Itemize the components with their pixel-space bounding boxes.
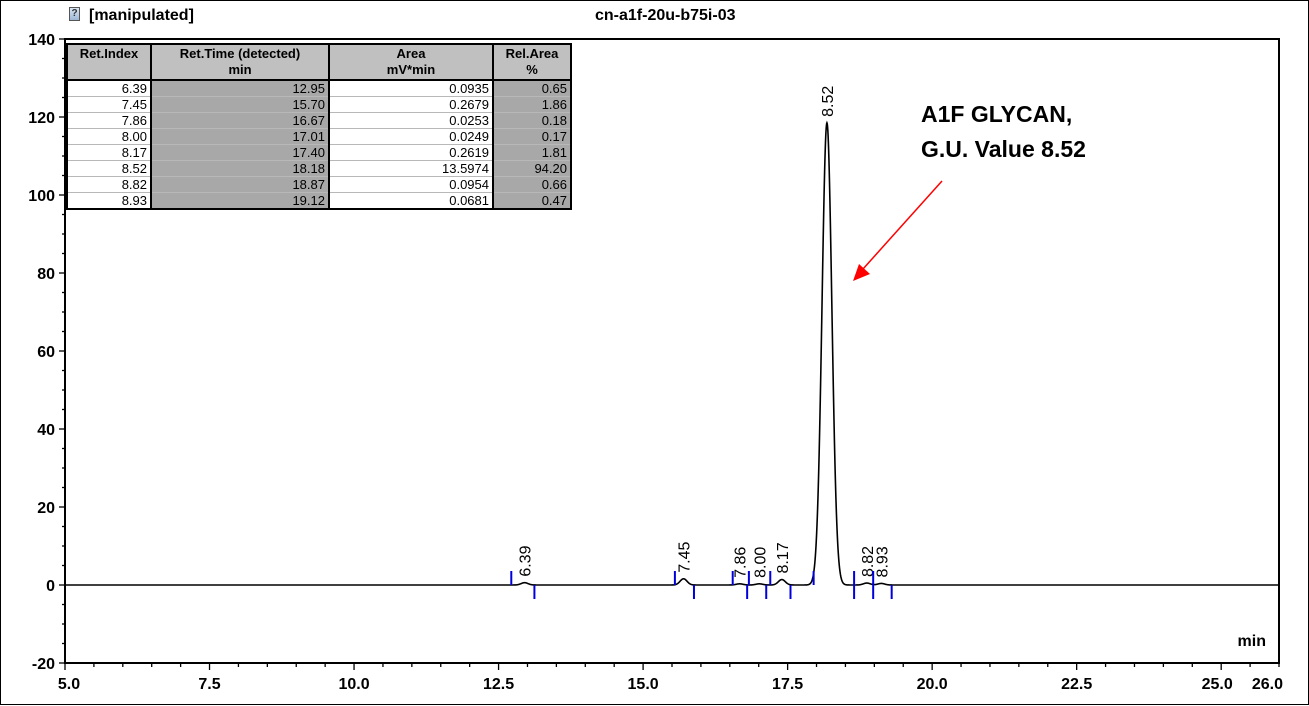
table-cell: 7.86: [66, 112, 152, 129]
table-cell: 0.2619: [328, 144, 494, 161]
sample-name: cn-a1f-20u-b75i-03: [595, 7, 736, 24]
document-icon[interactable]: ?: [69, 7, 80, 21]
y-tick-label: 100: [28, 188, 55, 205]
y-tick-label: 60: [37, 344, 55, 361]
table-cell: 19.12: [150, 192, 330, 210]
x-tick-label: 7.5: [198, 676, 220, 693]
peak-table-header: Ret.Index Ret.Time (detected) min Area mV*…: [66, 43, 572, 81]
table-cell: 0.18: [492, 112, 572, 129]
col-label: Ret.Index: [79, 46, 139, 61]
table-cell: 0.66: [492, 176, 572, 193]
chromatogram-title: [manipulated]: [89, 7, 194, 24]
table-cell: 8.00: [66, 128, 152, 145]
col-unit: min: [228, 62, 252, 77]
table-row[interactable]: 8.93 19.12 0.0681 0.47: [66, 192, 572, 210]
y-tick-label: 0: [46, 578, 55, 595]
table-row[interactable]: 8.52 18.18 13.5974 94.20: [66, 160, 572, 177]
y-tick-label: 80: [37, 266, 55, 283]
table-cell: 8.82: [66, 176, 152, 193]
table-cell: 18.18: [150, 160, 330, 177]
peak-annotation: A1F GLYCAN, G.U. Value 8.52: [921, 97, 1086, 167]
x-tick-label: 5.0: [58, 676, 80, 693]
peak-table: Ret.Index Ret.Time (detected) min Area mV*…: [66, 43, 572, 210]
col-ret-time[interactable]: Ret.Time (detected) min: [150, 43, 330, 81]
annotation-arrowhead: [853, 264, 870, 281]
y-tick-label: 140: [28, 32, 55, 49]
peak-label: 8.17: [775, 542, 792, 573]
table-cell: 0.0249: [328, 128, 494, 145]
x-axis-label: min: [1238, 633, 1266, 650]
x-tick-label: 12.5: [483, 676, 514, 693]
x-tick-label: 15.0: [628, 676, 659, 693]
table-row[interactable]: 8.00 17.01 0.0249 0.17: [66, 128, 572, 145]
table-cell: 12.95: [150, 80, 330, 97]
col-label: Rel.Area: [505, 46, 559, 61]
table-cell: 8.93: [66, 192, 152, 210]
x-tick-label: 25.0: [1202, 676, 1233, 693]
chromatogram-trace: [65, 120, 1279, 586]
x-tick-label: 26.0: [1252, 676, 1283, 693]
table-cell: 6.39: [66, 80, 152, 97]
table-cell: 0.0935: [328, 80, 494, 97]
table-cell: 15.70: [150, 96, 330, 113]
table-cell: 0.17: [492, 128, 572, 145]
table-cell: 1.81: [492, 144, 572, 161]
peak-label: 8.82: [860, 546, 877, 577]
y-tick-label: 20: [37, 500, 55, 517]
table-cell: 17.40: [150, 144, 330, 161]
col-unit: mV*min: [386, 62, 436, 77]
table-row[interactable]: 6.39 12.95 0.0935 0.65: [66, 80, 572, 97]
peak-label: 8.52: [820, 86, 837, 117]
table-cell: 0.47: [492, 192, 572, 210]
x-tick-label: 10.0: [338, 676, 369, 693]
table-cell: 0.2679: [328, 96, 494, 113]
peak-label: 7.45: [677, 542, 694, 573]
peak-label: 7.86: [733, 547, 750, 578]
table-cell: 0.0681: [328, 192, 494, 210]
table-cell: 16.67: [150, 112, 330, 129]
x-tick-label: 22.5: [1061, 676, 1092, 693]
peak-label: 8.93: [874, 546, 891, 577]
table-cell: 0.0253: [328, 112, 494, 129]
col-rel-area[interactable]: Rel.Area%: [492, 43, 572, 81]
annotation-arrow: [862, 180, 943, 270]
table-cell: 18.87: [150, 176, 330, 193]
table-cell: 0.65: [492, 80, 572, 97]
table-cell: 1.86: [492, 96, 572, 113]
col-unit: %: [526, 62, 538, 77]
table-row[interactable]: 7.45 15.70 0.2679 1.86: [66, 96, 572, 113]
table-cell: 17.01: [150, 128, 330, 145]
x-tick-label: 20.0: [917, 676, 948, 693]
table-cell: 13.5974: [328, 160, 494, 177]
table-cell: 8.52: [66, 160, 152, 177]
peak-label: 6.39: [518, 545, 535, 576]
y-tick-label: 40: [37, 422, 55, 439]
x-tick-label: 17.5: [772, 676, 803, 693]
table-cell: 94.20: [492, 160, 572, 177]
annotation-line-1: A1F GLYCAN,: [921, 101, 1073, 127]
table-cell: 8.17: [66, 144, 152, 161]
peak-label: 8.00: [752, 547, 769, 578]
col-label: Ret.Time (detected): [179, 46, 301, 61]
table-row[interactable]: 8.17 17.40 0.2619 1.81: [66, 144, 572, 161]
col-label: Area: [396, 46, 426, 61]
col-ret-index[interactable]: Ret.Index: [66, 43, 152, 81]
y-tick-label: -20: [32, 656, 55, 673]
table-row[interactable]: 8.82 18.87 0.0954 0.66: [66, 176, 572, 193]
col-area[interactable]: Area mV*min: [328, 43, 494, 81]
annotation-line-2: G.U. Value 8.52: [921, 136, 1086, 162]
y-tick-label: 120: [28, 110, 55, 127]
table-cell: 7.45: [66, 96, 152, 113]
table-cell: 0.0954: [328, 176, 494, 193]
table-row[interactable]: 7.86 16.67 0.0253 0.18: [66, 112, 572, 129]
